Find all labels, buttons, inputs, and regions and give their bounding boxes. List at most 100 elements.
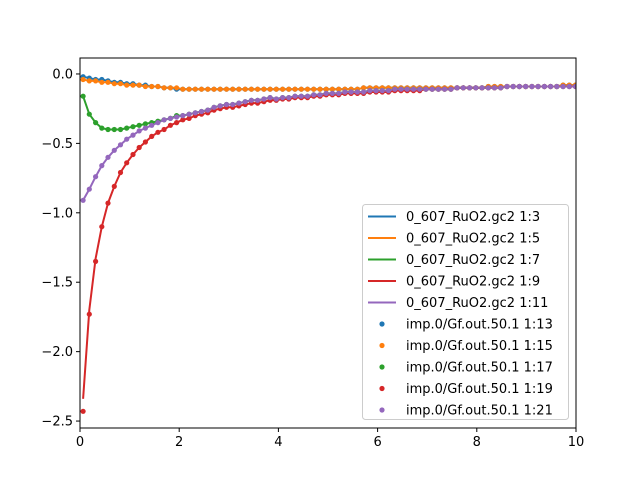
legend-entry: 0_607_RuO2.gc2 1:11 — [368, 296, 548, 311]
legend-entry: 0_607_RuO2.gc2 1:5 — [368, 232, 540, 247]
legend-label: imp.0/Gf.out.50.1 1:19 — [406, 382, 553, 397]
data-point — [529, 83, 535, 90]
data-point — [124, 136, 130, 142]
x-axis: 0 2 4 6 8 10 — [76, 428, 584, 450]
data-point — [311, 86, 317, 92]
data-point — [111, 183, 117, 189]
legend-marker-swatch — [379, 364, 385, 370]
data-point — [248, 86, 254, 92]
data-point — [130, 151, 136, 158]
data-point — [105, 200, 111, 206]
data-point — [136, 82, 142, 88]
data-point — [198, 86, 205, 92]
data-point — [485, 85, 491, 91]
legend-marker-swatch — [379, 385, 385, 392]
legend-label: imp.0/Gf.out.50.1 1:17 — [406, 361, 553, 376]
point-series-5 — [80, 83, 576, 203]
data-point — [223, 101, 230, 108]
legend-marker-swatch — [379, 342, 385, 349]
data-point — [304, 86, 311, 92]
data-point — [230, 86, 236, 92]
data-point — [442, 86, 448, 92]
data-point — [473, 85, 479, 91]
data-point — [124, 82, 130, 88]
data-point — [155, 129, 161, 135]
data-point — [80, 76, 86, 83]
data-point — [548, 83, 554, 90]
data-point — [361, 85, 367, 91]
data-point — [255, 97, 261, 103]
data-point — [93, 174, 99, 180]
data-point — [192, 110, 198, 116]
data-point — [180, 86, 186, 92]
data-point — [142, 121, 148, 127]
data-point — [186, 115, 192, 121]
legend-marker-swatch — [379, 407, 385, 413]
data-point — [124, 160, 130, 166]
data-point — [117, 169, 124, 176]
data-point — [86, 78, 92, 84]
data-point — [230, 101, 236, 108]
data-point — [398, 86, 404, 92]
data-point — [286, 95, 292, 101]
data-point — [99, 224, 105, 230]
data-point — [323, 86, 329, 92]
data-point — [572, 83, 576, 90]
legend-entry: 0_607_RuO2.gc2 1:3 — [368, 210, 540, 225]
data-point — [99, 125, 105, 131]
legend-label: 0_607_RuO2.gc2 1:9 — [406, 275, 540, 290]
data-point — [448, 86, 454, 92]
data-point — [541, 83, 548, 90]
data-point — [304, 93, 311, 99]
data-point — [124, 125, 130, 131]
data-point — [498, 85, 504, 91]
data-point — [167, 85, 173, 91]
data-point — [142, 139, 148, 145]
data-point — [174, 85, 180, 91]
data-point — [205, 86, 211, 92]
data-point — [93, 258, 99, 264]
data-point — [80, 93, 86, 99]
data-point — [317, 86, 323, 92]
data-point — [560, 83, 566, 90]
data-point — [317, 92, 323, 98]
data-point — [149, 122, 155, 128]
data-point — [429, 86, 435, 92]
data-point — [105, 126, 111, 133]
data-point — [554, 83, 560, 90]
data-point — [167, 115, 173, 121]
y-tick-label: −0.5 — [41, 137, 73, 152]
legend-entry: imp.0/Gf.out.50.1 1:19 — [379, 382, 553, 397]
x-tick-label: 2 — [175, 435, 183, 450]
data-point — [192, 86, 198, 92]
data-point — [117, 126, 124, 133]
data-point — [460, 85, 466, 91]
data-point — [111, 81, 117, 87]
data-point — [273, 86, 279, 92]
data-point — [242, 86, 248, 92]
data-point — [142, 83, 148, 90]
data-point — [385, 88, 392, 94]
data-point — [423, 86, 429, 92]
data-point — [174, 120, 180, 126]
data-point — [404, 86, 410, 92]
data-point — [105, 79, 111, 85]
data-point — [373, 88, 379, 94]
data-point — [223, 86, 230, 92]
data-point — [130, 82, 136, 88]
y-tick-label: −1.5 — [41, 276, 73, 291]
data-point — [211, 104, 217, 110]
data-point — [354, 89, 360, 95]
data-point — [167, 122, 173, 128]
data-point — [504, 83, 510, 90]
legend: 0_607_RuO2.gc2 1:3 0_607_RuO2.gc2 1:5 0_60… — [362, 204, 569, 420]
data-point — [161, 85, 167, 91]
data-point — [117, 81, 124, 87]
data-point — [261, 96, 267, 102]
data-point — [198, 108, 205, 115]
data-point — [510, 83, 516, 90]
legend-entry: imp.0/Gf.out.50.1 1:15 — [379, 339, 553, 354]
data-point — [111, 147, 117, 153]
data-point — [236, 86, 242, 92]
